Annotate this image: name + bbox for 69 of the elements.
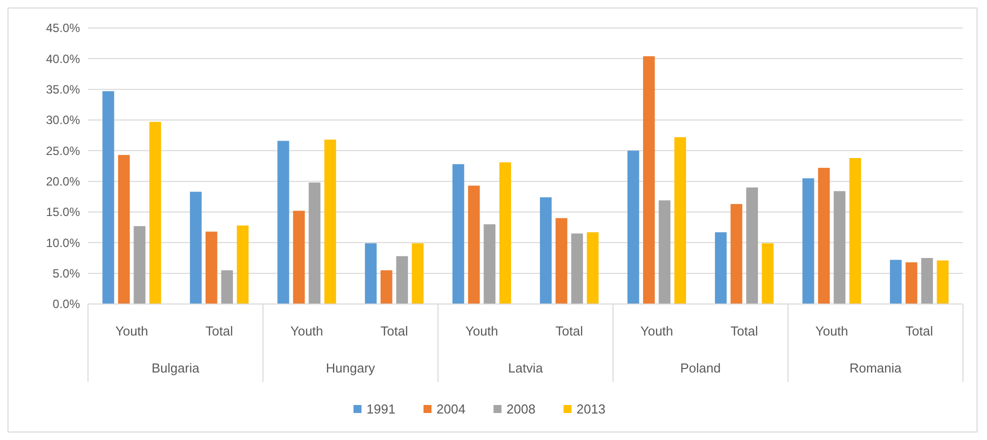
bar [849,158,862,304]
bar [484,224,496,304]
bar [452,164,464,304]
legend-label: 1991 [366,402,396,417]
text: Hungary [326,360,376,376]
bar [921,258,933,304]
y-tick-label: 20.0% [46,174,80,189]
text: Latvia [508,360,544,376]
bar [364,243,377,304]
x-tick-label: Total [206,324,234,339]
y-tick-label: 35.0% [46,82,80,97]
bar [571,233,583,304]
x-tick-label: Youth [465,324,498,339]
bar [714,232,727,304]
bar [396,256,408,304]
bar [468,186,480,304]
bar [308,182,320,304]
x-tick-label: Total [906,324,934,339]
bar [818,168,830,304]
bar [906,262,918,304]
y-tick-label: 10.0% [46,236,80,250]
bar [324,140,336,304]
text: Bulgaria [152,360,200,376]
bar [936,260,949,304]
bar [380,270,392,304]
bar [890,260,902,304]
bar [658,200,670,304]
x-tick-label: Youth [815,324,848,339]
bar [236,225,249,304]
text: Poland [680,360,721,376]
x-tick-label: Youth [290,324,324,339]
x-tick-label: Total [730,324,758,339]
bar [762,243,774,304]
bar [643,56,655,304]
bar [412,243,424,304]
legend-label: 2004 [436,402,466,417]
x-tick-label: Total [380,324,408,339]
bar [149,122,162,304]
bar [556,218,568,304]
bar [834,191,846,304]
bar [221,270,233,304]
legend-label: 2013 [576,402,606,417]
bar [293,210,305,304]
bar [746,187,758,304]
bar [586,232,599,304]
y-tick-label: 40.0% [46,52,80,66]
bar [277,140,290,304]
y-tick-label: 45.0% [46,21,80,36]
bar [802,178,814,304]
bar [499,162,512,304]
bar [674,137,686,304]
y-tick-label: 5.0% [52,266,80,281]
bar [206,232,218,304]
bar [627,150,640,304]
x-tick-label: Youth [115,324,148,339]
bar [134,226,146,304]
y-tick-label: 0.0% [52,297,80,312]
bar [190,192,202,304]
y-tick-label: 15.0% [46,205,80,220]
bar [118,154,130,304]
x-tick-label: Total [556,324,584,339]
bar [540,197,552,304]
bar [730,204,742,304]
x-tick-label: Youth [640,324,674,339]
text: Romania [849,360,902,376]
bar [102,91,114,304]
y-tick-label: 30.0% [46,113,80,128]
y-tick-label: 25.0% [46,144,80,158]
legend-label: 2008 [506,402,536,417]
